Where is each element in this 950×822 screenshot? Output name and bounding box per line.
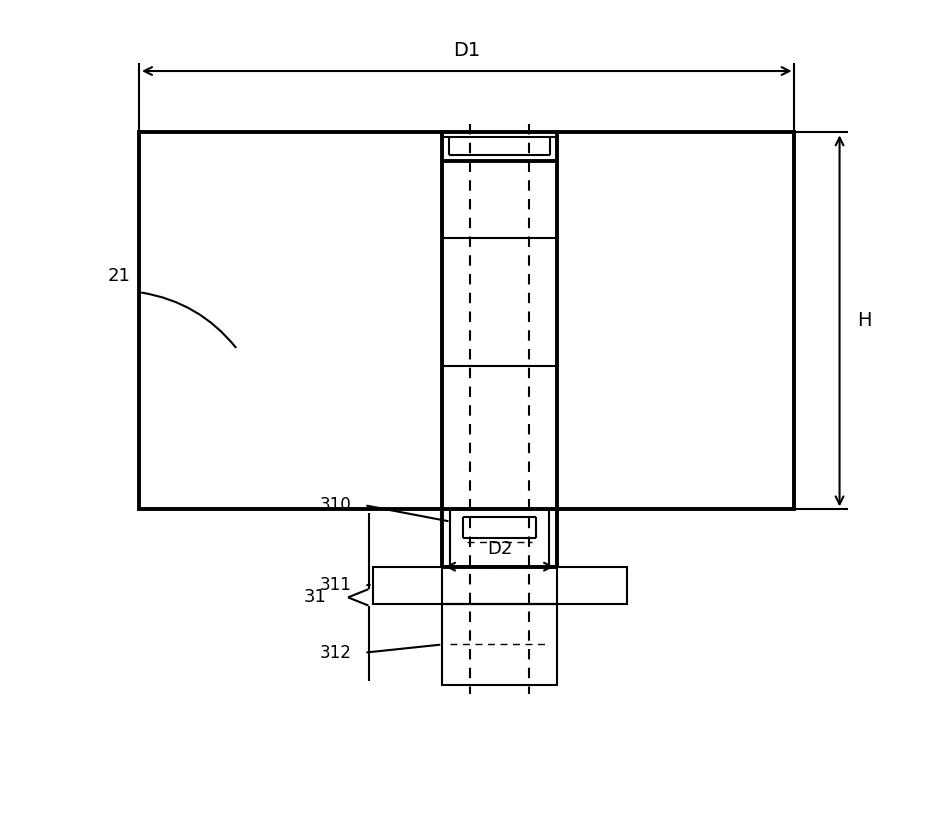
Text: H: H <box>857 312 871 330</box>
Text: 312: 312 <box>320 644 352 662</box>
Text: 21: 21 <box>107 267 130 285</box>
Bar <box>372 566 627 603</box>
Text: 310: 310 <box>320 496 352 515</box>
Bar <box>139 132 794 510</box>
Text: 311: 311 <box>320 576 352 594</box>
Text: D2: D2 <box>487 539 512 557</box>
Bar <box>443 603 557 686</box>
Text: D1: D1 <box>453 41 481 60</box>
Text: 31: 31 <box>304 589 327 607</box>
